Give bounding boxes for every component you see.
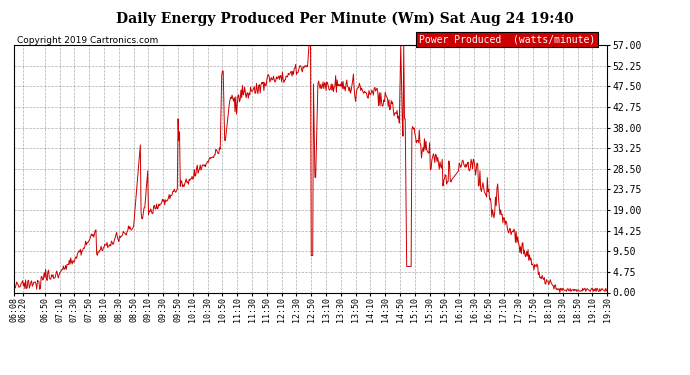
Text: Power Produced  (watts/minute): Power Produced (watts/minute) <box>419 34 595 45</box>
Text: Daily Energy Produced Per Minute (Wm) Sat Aug 24 19:40: Daily Energy Produced Per Minute (Wm) Sa… <box>116 11 574 26</box>
Text: Copyright 2019 Cartronics.com: Copyright 2019 Cartronics.com <box>17 36 158 45</box>
